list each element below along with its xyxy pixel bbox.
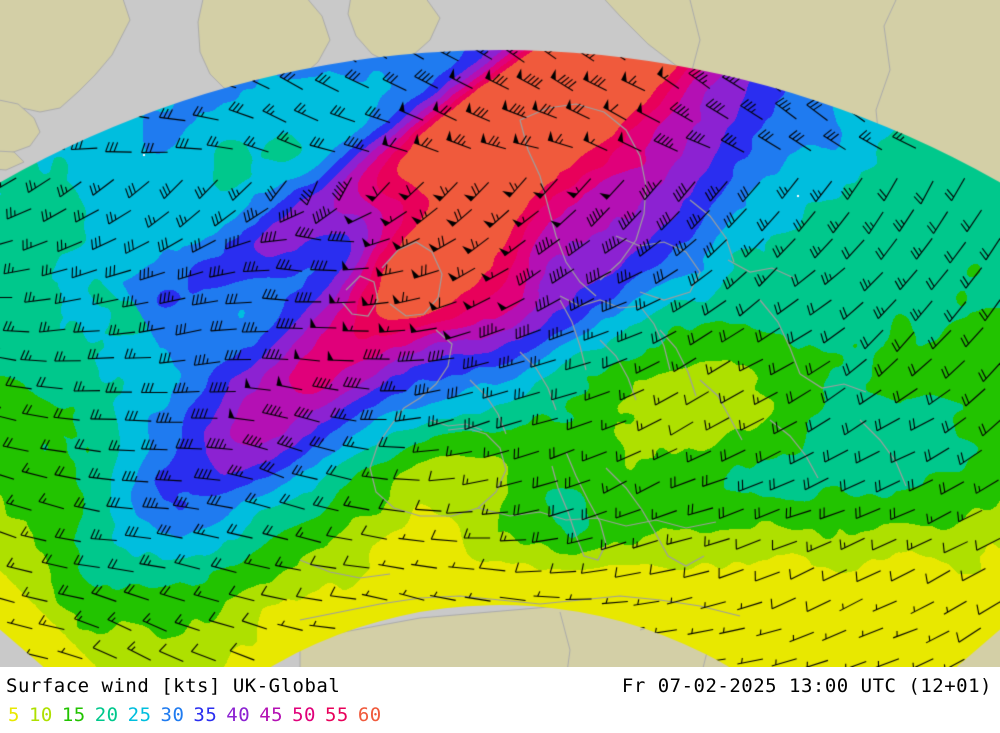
legend-tick-30: 30 — [160, 704, 185, 726]
legend-tick-25: 25 — [127, 704, 152, 726]
legend-tick-50: 50 — [292, 704, 316, 726]
legend-tick-40: 40 — [226, 704, 251, 726]
map-area[interactable] — [0, 0, 1000, 667]
legend-tick-55: 55 — [324, 704, 349, 726]
legend-tick-15: 15 — [61, 704, 86, 726]
wind-field-map[interactable] — [0, 0, 1000, 667]
legend-tick-5: 5 — [8, 704, 20, 726]
map-footer: Surface wind [kts] UK-Global Fr 07-02-20… — [0, 667, 1000, 733]
page-title: Surface wind [kts] UK-Global — [6, 675, 341, 697]
legend-tick-35: 35 — [193, 704, 218, 726]
valid-time-label: Fr 07-02-2025 13:00 UTC (12+01) — [621, 675, 992, 697]
legend-tick-20: 20 — [94, 704, 119, 726]
legend-tick-45: 45 — [259, 704, 284, 726]
legend-tick-60: 60 — [357, 704, 382, 726]
legend-tick-10: 10 — [28, 704, 53, 726]
color-scale-legend: 5 10 15 20 25 30 35 40 45 50 55 60 — [8, 704, 382, 726]
